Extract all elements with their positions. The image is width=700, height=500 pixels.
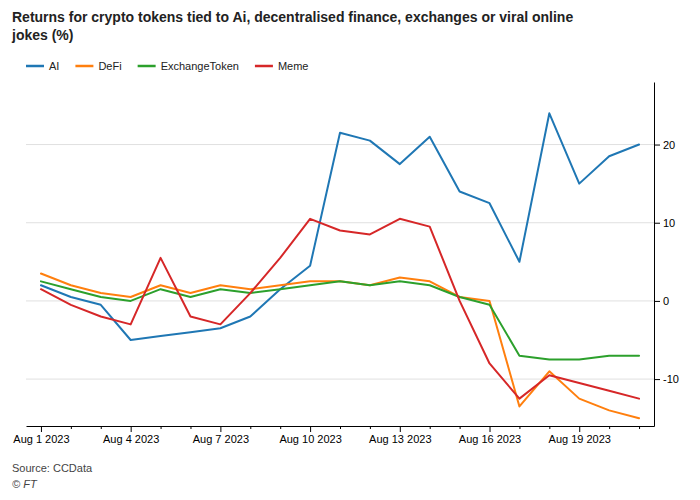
x-tick-mark	[250, 426, 251, 429]
x-tick-label: Aug 7 2023	[193, 433, 249, 445]
x-tick: Aug 19 2023	[549, 426, 611, 445]
legend-swatch	[255, 65, 273, 68]
plot-area	[41, 113, 639, 418]
y-tick-label: -10	[663, 373, 679, 385]
series-line	[41, 281, 639, 359]
x-tick	[549, 426, 550, 429]
x-tick-label: Aug 16 2023	[459, 433, 521, 445]
y-tick-mark	[654, 379, 660, 380]
x-tick	[161, 426, 162, 429]
x-tick-mark	[220, 426, 221, 432]
x-tick: Aug 4 2023	[103, 426, 159, 445]
legend-label: AI	[49, 60, 59, 72]
x-tick-mark	[579, 426, 580, 432]
legend-item: Meme	[255, 60, 309, 72]
y-tick-label: 20	[663, 139, 675, 151]
x-tick-mark	[190, 426, 191, 429]
x-tick-mark	[131, 426, 132, 432]
y-tick: 0	[654, 295, 669, 307]
x-tick-mark	[460, 426, 461, 429]
y-tick-mark	[654, 223, 660, 224]
x-tick-mark	[639, 426, 640, 429]
x-tick	[370, 426, 371, 429]
x-tick-mark	[609, 426, 610, 429]
series-line	[41, 274, 639, 419]
legend-item: ExchangeToken	[138, 60, 239, 72]
x-tick-mark	[71, 426, 72, 429]
x-tick: Aug 10 2023	[279, 426, 341, 445]
x-axis: Aug 1 2023 Aug 4 2023 Aug 7 2023 Aug 10 202…	[13, 426, 654, 445]
x-tick-mark	[310, 426, 311, 432]
x-tick-mark	[340, 426, 341, 429]
y-tick-label: 0	[663, 295, 669, 307]
x-tick-label: Aug 10 2023	[279, 433, 341, 445]
x-tick	[430, 426, 431, 429]
y-tick-mark	[654, 145, 660, 146]
x-tick	[609, 426, 610, 429]
legend-label: Meme	[278, 60, 309, 72]
x-tick: Aug 13 2023	[369, 426, 431, 445]
legend-label: DeFi	[98, 60, 121, 72]
y-tick-label: 10	[663, 217, 675, 229]
x-tick-mark	[161, 426, 162, 429]
x-tick	[250, 426, 251, 429]
series-line	[41, 219, 639, 399]
x-tick: Aug 16 2023	[459, 426, 521, 445]
legend-item: AI	[26, 60, 59, 72]
title: Returns for crypto tokens tied to Ai, de…	[11, 9, 573, 43]
x-tick-mark	[280, 426, 281, 429]
x-tick-mark	[101, 426, 102, 429]
x-tick	[340, 426, 341, 429]
x-tick-mark	[41, 426, 42, 432]
legend-item: DeFi	[75, 60, 121, 72]
x-tick-mark	[370, 426, 371, 429]
y-axis-line	[654, 83, 655, 427]
title-line: Returns for crypto tokens tied to Ai, de…	[12, 9, 573, 25]
grid	[26, 145, 654, 380]
title-line: jokes (%)	[11, 27, 73, 43]
chart: Returns for crypto tokens tied to Ai, de…	[0, 0, 700, 500]
y-axis: -10 0 10 20	[654, 83, 679, 427]
y-tick: 20	[654, 139, 675, 151]
grid-line	[26, 144, 654, 145]
legend-swatch	[138, 65, 156, 68]
legend-swatch	[26, 65, 44, 68]
x-tick-label: Aug 19 2023	[549, 433, 611, 445]
grid-line	[26, 222, 654, 223]
x-tick-mark	[400, 426, 401, 432]
x-tick	[460, 426, 461, 429]
annotation: © FT	[12, 478, 38, 490]
legend-swatch	[75, 65, 93, 68]
x-tick-mark	[549, 426, 550, 429]
legend: AI DeFi ExchangeToken Meme	[26, 60, 308, 72]
y-tick: 10	[654, 217, 675, 229]
y-tick: -10	[654, 373, 679, 385]
x-tick-label: Aug 13 2023	[369, 433, 431, 445]
x-tick-mark	[490, 426, 491, 432]
legend-label: ExchangeToken	[161, 60, 239, 72]
series-line	[41, 113, 639, 340]
grid-line	[26, 300, 654, 301]
x-tick	[639, 426, 640, 429]
x-tick	[190, 426, 191, 429]
y-tick-mark	[654, 301, 660, 302]
x-tick-mark	[430, 426, 431, 429]
x-tick	[280, 426, 281, 429]
annotation: Source: CCData	[12, 462, 93, 474]
x-tick	[101, 426, 102, 429]
x-tick: Aug 1 2023	[13, 426, 69, 445]
x-tick: Aug 7 2023	[193, 426, 249, 445]
x-tick-mark	[519, 426, 520, 429]
x-tick-label: Aug 1 2023	[13, 433, 69, 445]
x-tick-label: Aug 4 2023	[103, 433, 159, 445]
x-tick	[519, 426, 520, 429]
x-tick	[71, 426, 72, 429]
